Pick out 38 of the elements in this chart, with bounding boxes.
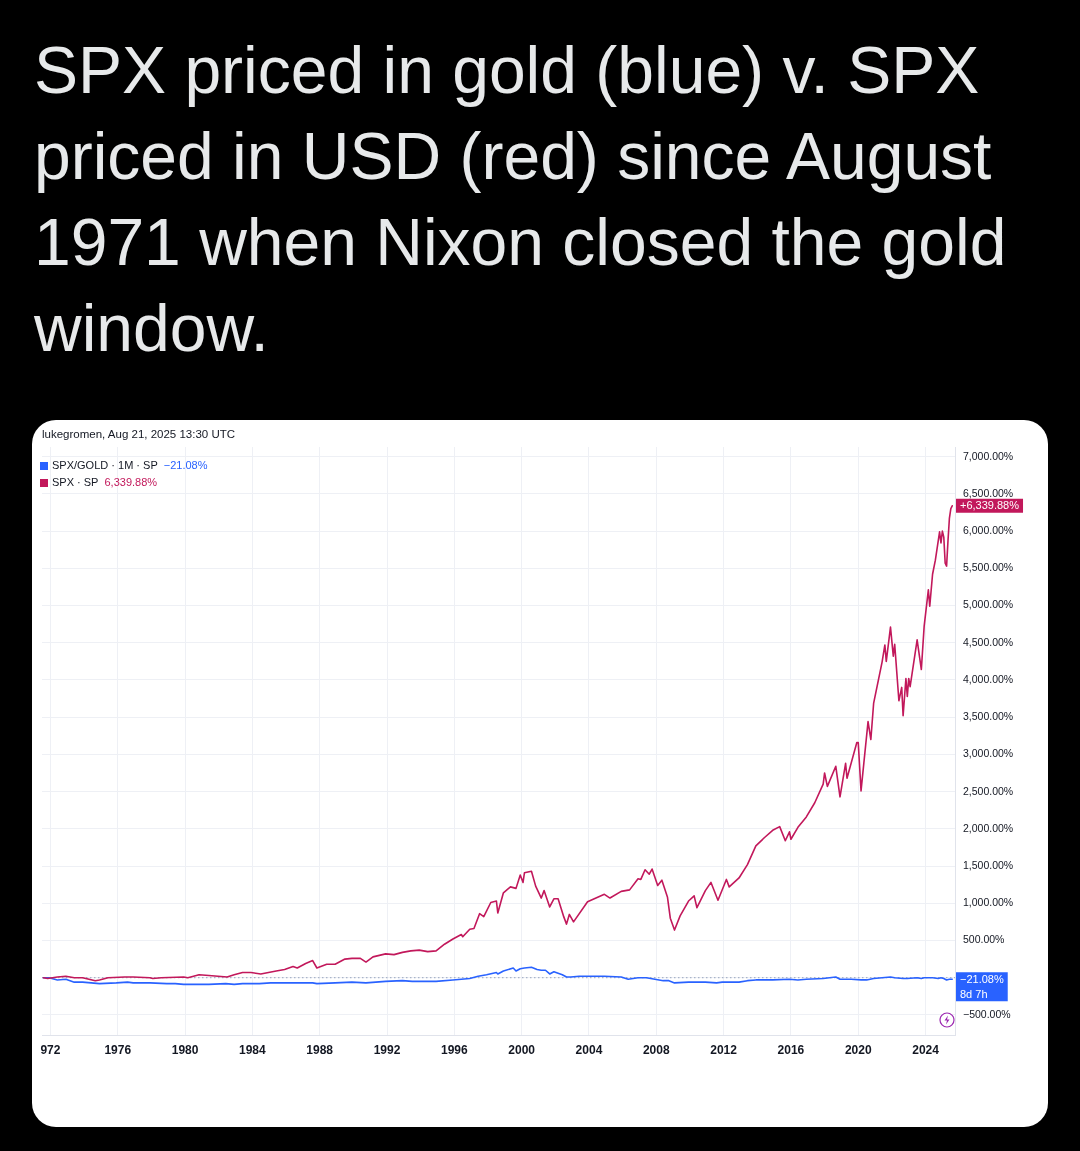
annotation: 8d 7h — [960, 987, 988, 1000]
x-tick-label: 2012 — [710, 1042, 738, 1057]
y-tick-label: 4,500.00% — [963, 635, 1014, 648]
y-tick-label: 6,000.00% — [963, 524, 1014, 536]
y-tick-label: 3,000.00% — [963, 747, 1014, 760]
x-tick-label: 2024 — [912, 1042, 940, 1057]
x-tick-label: 1996 — [440, 1042, 468, 1057]
y-tick-label: 3,500.00% — [963, 710, 1014, 723]
y-tick-label: 500.00% — [963, 933, 1005, 946]
x-tick-label: 972 — [40, 1042, 61, 1057]
y-tick-label: 5,000.00% — [963, 598, 1014, 611]
y-tick-label: −500.00% — [963, 1007, 1011, 1020]
x-tick-label: 1984 — [239, 1042, 267, 1057]
data-label: −21.08% — [960, 972, 1004, 985]
x-tick-label: 2016 — [777, 1042, 805, 1057]
chart-subtitle: lukegromen, Aug 21, 2025 13:30 UTC — [42, 427, 236, 441]
legend-label: SPX · SP — [52, 475, 99, 490]
x-tick-label: 1988 — [306, 1042, 334, 1057]
x-tick-label: 2004 — [575, 1042, 603, 1057]
y-tick-label: 4,000.00% — [963, 672, 1014, 685]
x-tick-label: 1980 — [171, 1042, 199, 1057]
y-tick-label: 1,000.00% — [963, 896, 1014, 909]
chart-title: SPX priced in gold (blue) v. SPX priced in USD (red) since August 1971 when Nixon closed the gold window. — [34, 32, 1008, 367]
x-tick-label: 2008 — [642, 1042, 670, 1057]
y-tick-label: 2,500.00% — [963, 784, 1014, 797]
y-tick-label: 6,500.00% — [963, 486, 1014, 499]
x-tick-label: 1992 — [373, 1042, 401, 1057]
y-tick-label: 1,500.00% — [963, 858, 1014, 871]
annotation: 6,339.88% — [104, 475, 158, 490]
x-tick-label: 2000 — [508, 1042, 536, 1057]
x-tick-label: 2020 — [844, 1042, 872, 1057]
y-tick-label: 2,000.00% — [963, 821, 1014, 834]
legend-label: SPX/GOLD · 1M · SP — [52, 458, 158, 473]
data-label: +6,339.88% — [960, 499, 1020, 512]
annotation: −21.08% — [163, 458, 208, 473]
x-tick-label: 1976 — [104, 1042, 132, 1057]
y-tick-label: 5,500.00% — [963, 561, 1014, 574]
y-tick-label: 7,000.00% — [963, 449, 1014, 462]
